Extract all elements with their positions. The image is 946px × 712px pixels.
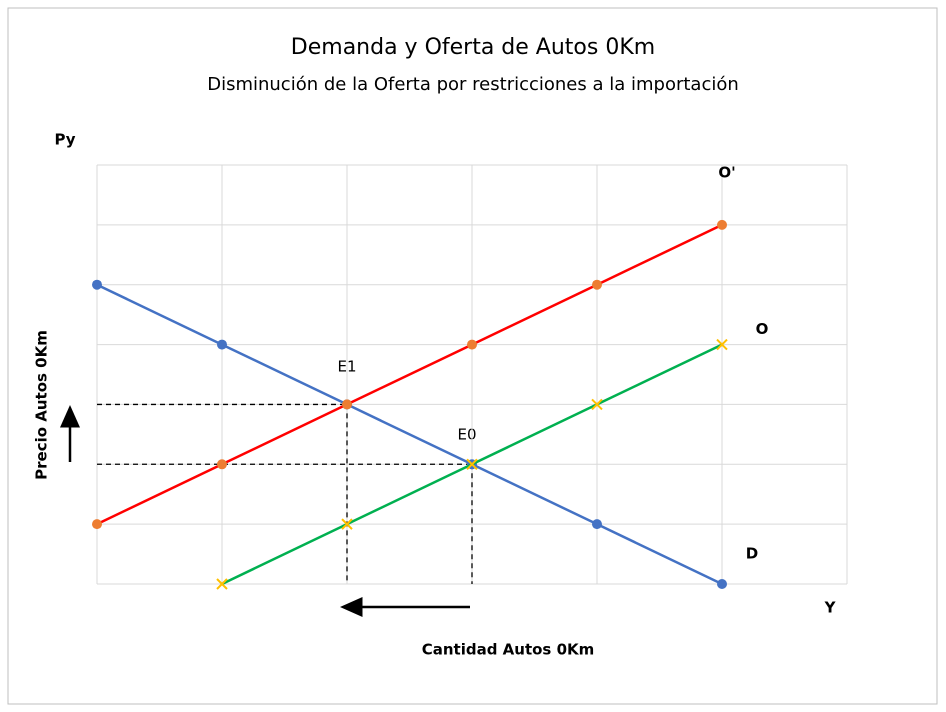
marker bbox=[217, 459, 227, 470]
marker bbox=[717, 579, 727, 589]
series-line bbox=[96, 283, 723, 586]
annotation: E0 bbox=[457, 426, 476, 444]
marker bbox=[592, 519, 602, 530]
x-axis-symbol: Y bbox=[824, 599, 837, 617]
series-label: O' bbox=[718, 163, 735, 181]
x-axis-label: Cantidad Autos 0Km bbox=[422, 641, 595, 659]
marker bbox=[92, 279, 102, 290]
y-axis-label: Precio Autos 0Km bbox=[33, 330, 51, 480]
marker bbox=[92, 519, 102, 530]
marker bbox=[717, 219, 727, 230]
marker bbox=[217, 339, 227, 350]
marker bbox=[467, 339, 477, 350]
y-axis-symbol: Py bbox=[54, 131, 75, 149]
marker bbox=[466, 458, 478, 470]
marker bbox=[591, 398, 603, 411]
series-line bbox=[96, 223, 723, 526]
series-label: O bbox=[756, 320, 769, 338]
marker bbox=[342, 399, 352, 410]
series-label: D bbox=[746, 545, 758, 563]
marker bbox=[592, 279, 602, 290]
marker bbox=[216, 578, 228, 590]
chart-subtitle: Disminución de la Oferta por restriccion… bbox=[207, 74, 739, 95]
marker bbox=[716, 338, 728, 351]
marker bbox=[341, 518, 353, 530]
chart-title: Demanda y Oferta de Autos 0Km bbox=[291, 35, 655, 60]
